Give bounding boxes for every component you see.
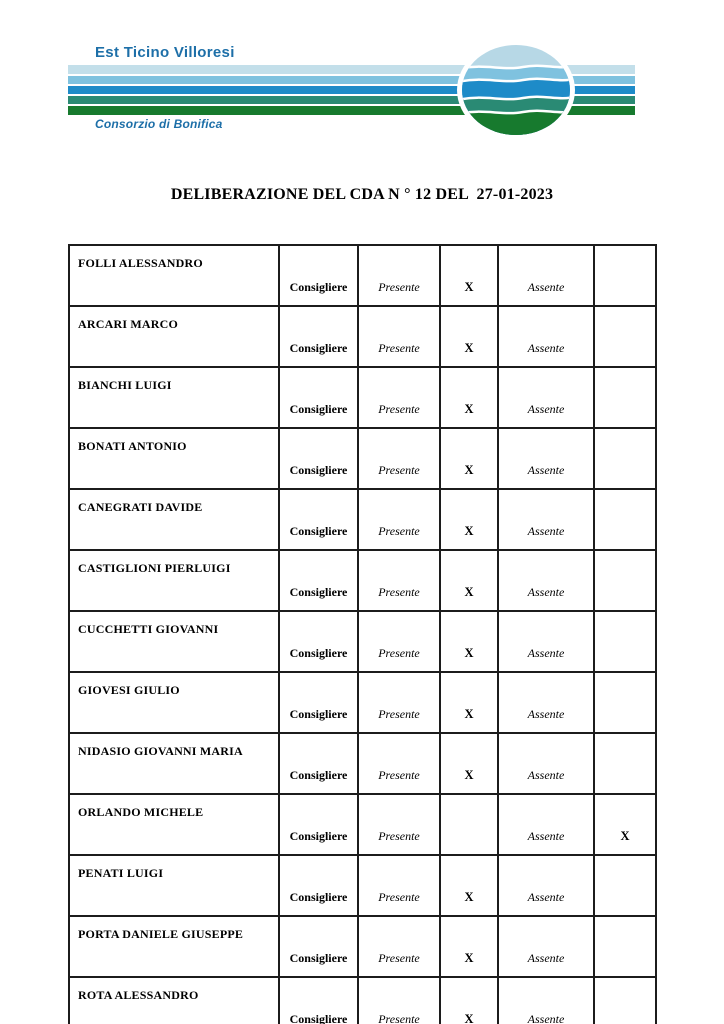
member-role: Consigliere [278, 610, 359, 673]
absent-label-cell: Assente [497, 976, 595, 1024]
absent-label-cell: Assente [497, 854, 595, 917]
table-row: CASTIGLIONI PIERLUIGI Consigliere Presen… [68, 549, 657, 612]
absent-label-cell: Assente [497, 915, 595, 978]
absent-mark-cell [593, 366, 657, 429]
member-role: Consigliere [278, 427, 359, 490]
member-name: ROTA ALESSANDRO [68, 976, 280, 1024]
absent-label-cell: Assente [497, 488, 595, 551]
member-role: Consigliere [278, 793, 359, 856]
table-row: ROTA ALESSANDRO Consigliere Presente X A… [68, 976, 657, 1024]
table-row: BIANCHI LUIGI Consigliere Presente X Ass… [68, 366, 657, 429]
table-row: CUCCHETTI GIOVANNI Consigliere Presente … [68, 610, 657, 673]
attendance-table-body: FOLLI ALESSANDRO Consigliere Presente X … [68, 244, 657, 1024]
absent-label-cell: Assente [497, 671, 595, 734]
member-name: NIDASIO GIOVANNI MARIA [68, 732, 280, 795]
member-name: GIOVESI GIULIO [68, 671, 280, 734]
absent-mark-cell: X [593, 793, 657, 856]
org-subtitle: Consorzio di Bonifica [95, 117, 223, 131]
member-role: Consigliere [278, 854, 359, 917]
attendance-table: FOLLI ALESSANDRO Consigliere Presente X … [68, 244, 657, 1024]
absent-mark-cell [593, 610, 657, 673]
table-row: CANEGRATI DAVIDE Consigliere Presente X … [68, 488, 657, 551]
member-role: Consigliere [278, 976, 359, 1024]
absent-label-cell: Assente [497, 610, 595, 673]
org-name: Est Ticino Villoresi [95, 44, 235, 61]
present-mark-cell: X [439, 427, 499, 490]
table-row: FOLLI ALESSANDRO Consigliere Presente X … [68, 244, 657, 307]
absent-mark-cell [593, 305, 657, 368]
absent-mark-cell [593, 915, 657, 978]
member-role: Consigliere [278, 488, 359, 551]
absent-mark-cell [593, 976, 657, 1024]
present-mark-cell: X [439, 366, 499, 429]
member-role: Consigliere [278, 366, 359, 429]
member-name: BONATI ANTONIO [68, 427, 280, 490]
present-label-cell: Presente [357, 244, 441, 307]
present-mark-cell: X [439, 305, 499, 368]
present-mark-cell: X [439, 915, 499, 978]
member-name: PORTA DANIELE GIUSEPPE [68, 915, 280, 978]
table-row: ARCARI MARCO Consigliere Presente X Asse… [68, 305, 657, 368]
page-title: DELIBERAZIONE DEL CDA N ° 12 DEL 27-01-2… [170, 186, 554, 203]
present-mark-cell: X [439, 549, 499, 612]
present-mark-cell: X [439, 854, 499, 917]
present-mark-cell: X [439, 732, 499, 795]
absent-label-cell: Assente [497, 732, 595, 795]
table-row: BONATI ANTONIO Consigliere Presente X As… [68, 427, 657, 490]
present-mark-cell: X [439, 488, 499, 551]
member-name: ARCARI MARCO [68, 305, 280, 368]
absent-label-cell: Assente [497, 244, 595, 307]
absent-mark-cell [593, 427, 657, 490]
present-mark-cell [439, 793, 499, 856]
table-row: PORTA DANIELE GIUSEPPE Consigliere Prese… [68, 915, 657, 978]
absent-mark-cell [593, 549, 657, 612]
member-role: Consigliere [278, 549, 359, 612]
member-name: ORLANDO MICHELE [68, 793, 280, 856]
present-label-cell: Presente [357, 427, 441, 490]
present-label-cell: Presente [357, 915, 441, 978]
member-role: Consigliere [278, 671, 359, 734]
member-name: FOLLI ALESSANDRO [68, 244, 280, 307]
absent-mark-cell [593, 732, 657, 795]
present-label-cell: Presente [357, 732, 441, 795]
absent-label-cell: Assente [497, 427, 595, 490]
member-name: BIANCHI LUIGI [68, 366, 280, 429]
absent-mark-cell [593, 671, 657, 734]
absent-label-cell: Assente [497, 366, 595, 429]
present-label-cell: Presente [357, 488, 441, 551]
present-label-cell: Presente [357, 793, 441, 856]
absent-mark-cell [593, 854, 657, 917]
absent-mark-cell [593, 244, 657, 307]
present-label-cell: Presente [357, 610, 441, 673]
absent-label-cell: Assente [497, 549, 595, 612]
present-label-cell: Presente [357, 671, 441, 734]
present-mark-cell: X [439, 610, 499, 673]
member-role: Consigliere [278, 915, 359, 978]
member-name: CASTIGLIONI PIERLUIGI [68, 549, 280, 612]
present-label-cell: Presente [357, 366, 441, 429]
absent-mark-cell [593, 488, 657, 551]
member-role: Consigliere [278, 244, 359, 307]
logo-waves-icon [68, 42, 635, 138]
present-label-cell: Presente [357, 976, 441, 1024]
present-label-cell: Presente [357, 305, 441, 368]
table-row: NIDASIO GIOVANNI MARIA Consigliere Prese… [68, 732, 657, 795]
member-role: Consigliere [278, 732, 359, 795]
absent-label-cell: Assente [497, 305, 595, 368]
member-role: Consigliere [278, 305, 359, 368]
present-mark-cell: X [439, 976, 499, 1024]
member-name: CUCCHETTI GIOVANNI [68, 610, 280, 673]
member-name: PENATI LUIGI [68, 854, 280, 917]
present-mark-cell: X [439, 244, 499, 307]
present-label-cell: Presente [357, 854, 441, 917]
table-row: GIOVESI GIULIO Consigliere Presente X As… [68, 671, 657, 734]
absent-label-cell: Assente [497, 793, 595, 856]
member-name: CANEGRATI DAVIDE [68, 488, 280, 551]
table-row: ORLANDO MICHELE Consigliere Presente Ass… [68, 793, 657, 856]
present-mark-cell: X [439, 671, 499, 734]
present-label-cell: Presente [357, 549, 441, 612]
table-row: PENATI LUIGI Consigliere Presente X Asse… [68, 854, 657, 917]
